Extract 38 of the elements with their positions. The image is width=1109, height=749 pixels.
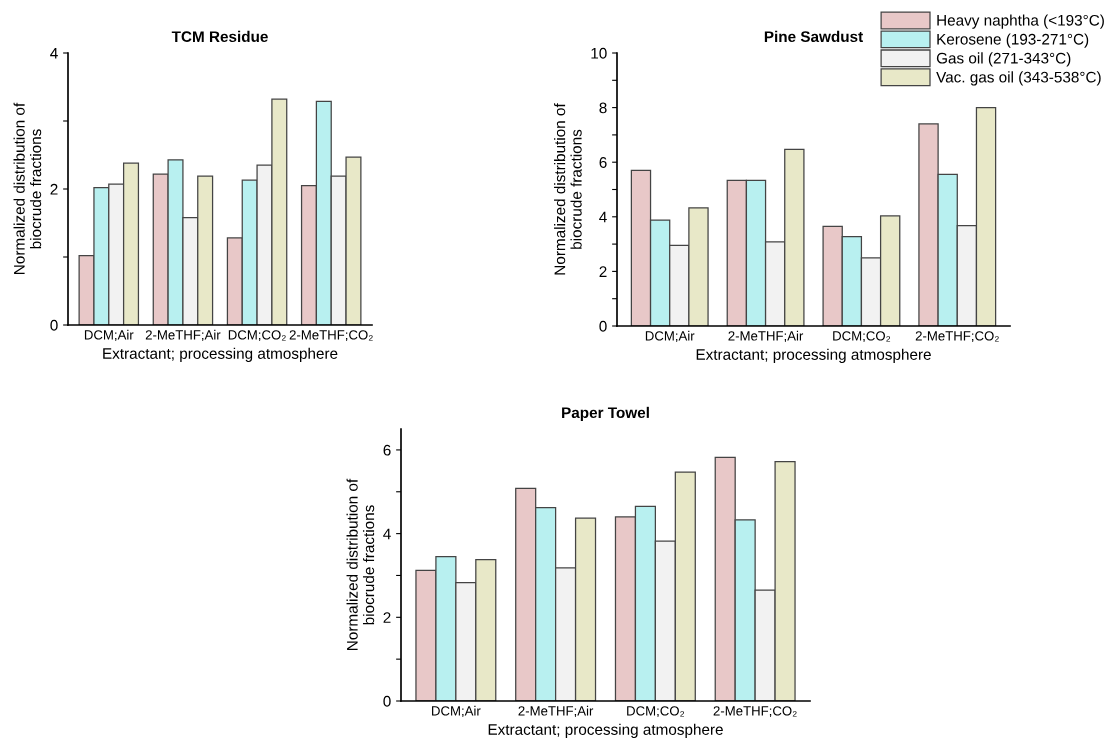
y-tick-label: 8 (599, 102, 607, 114)
x-tick-label: 2-MeTHF;CO₂ (289, 330, 373, 342)
y-tick-label: 2 (50, 183, 58, 195)
legend-label: Vac. gas oil (343-538°C) (936, 71, 1101, 86)
x-tick-label: DCM;CO₂ (833, 331, 891, 343)
y-tick-label: 4 (383, 528, 391, 540)
y-axis-title: Normalized distribution of biocrude fractions (13, 102, 42, 274)
y-axis-title: Normalized distribution of biocrude fractions (346, 478, 375, 650)
x-tick-label: 2-MeTHF;CO₂ (713, 706, 797, 718)
y-tick-label: 0 (50, 319, 58, 331)
legend-label: Heavy naphtha (<193°C) (937, 14, 1104, 29)
x-tick-label: 2-MeTHF;Air (518, 705, 594, 718)
x-tick-label: 2-MeTHF;CO₂ (915, 331, 999, 343)
y-tick-label: 4 (599, 211, 607, 223)
legend-label: Kerosene (193-271°C) (937, 33, 1089, 48)
legend-label: Gas oil (271-343°C) (936, 52, 1071, 67)
x-tick-label: DCM;Air (432, 705, 481, 718)
y-tick-label: 4 (50, 48, 58, 59)
y-tick-label: 6 (383, 444, 391, 456)
y-tick-label: 6 (599, 157, 607, 168)
x-axis-title: Extractant; processing atmosphere (488, 723, 723, 738)
chart-title: TCM Residue (171, 30, 268, 43)
y-tick-label: 0 (383, 695, 391, 707)
y-axis-title: Normalized distribution of biocrude fractions (554, 103, 582, 275)
x-tick-label: DCM;CO₂ (228, 330, 286, 342)
y-tick-label: 2 (383, 612, 391, 623)
x-tick-label: DCM;CO₂ (627, 706, 685, 718)
chart-title: Paper Towel (562, 406, 649, 422)
x-axis-title: Extractant; processing atmosphere (103, 347, 338, 362)
y-tick-label: 2 (599, 266, 607, 277)
x-tick-label: 2-MeTHF;Air (145, 329, 221, 342)
chart-title: Pine Sawdust (764, 30, 863, 43)
y-tick-label: 10 (591, 47, 607, 59)
x-tick-label: DCM;Air (84, 329, 134, 342)
y-tick-label: 0 (599, 320, 607, 332)
x-axis-title: Extractant; processing atmosphere (696, 348, 931, 363)
x-tick-label: 2-MeTHF;Air (728, 330, 804, 343)
x-tick-label: DCM;Air (645, 330, 695, 343)
